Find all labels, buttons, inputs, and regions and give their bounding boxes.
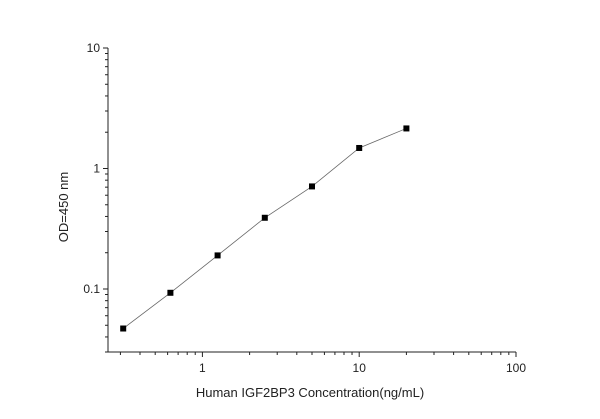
y-tick-label: 0.1 [83,282,100,296]
y-axis-ticks: 0.1 1 10 [83,41,108,353]
data-point [261,214,268,221]
data-points [120,125,410,332]
data-point [309,183,315,190]
x-tick-label: 1 [199,361,206,375]
data-point [214,252,221,259]
data-point [120,325,127,332]
series-line [122,128,407,329]
data-point [167,289,174,296]
y-tick-label: 1 [93,161,100,175]
x-axis-label: Human IGF2BP3 Concentration(ng/mL) [196,385,424,400]
x-axis-ticks: 1 10 100 [119,352,526,375]
data-point [403,125,410,132]
y-axis-label: OD=450 nm [56,172,71,242]
x-tick-label: 100 [506,361,526,375]
x-tick-label: 10 [353,361,367,375]
y-tick-label: 10 [87,41,101,55]
data-point [356,144,363,151]
